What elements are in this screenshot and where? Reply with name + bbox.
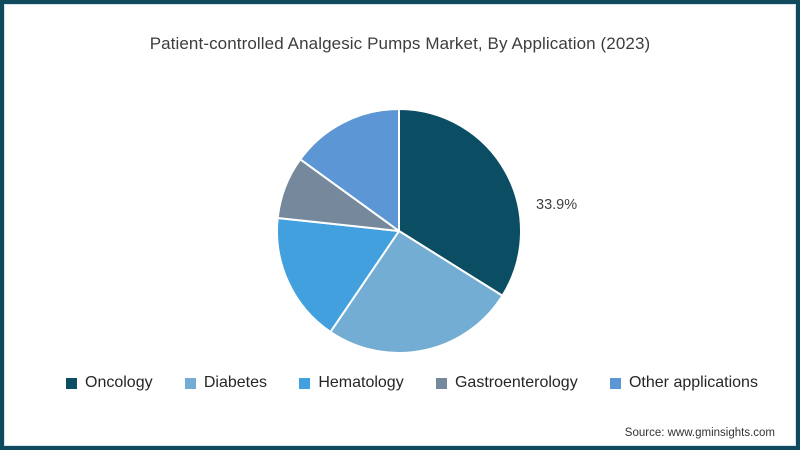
pie-slice-hematology: [276, 216, 400, 333]
legend-item-hematology: Hematology: [299, 374, 404, 392]
legend-label-diabetes: Diabetes: [203, 374, 268, 391]
pie-slice-diabetes: [329, 230, 504, 354]
legend-label-gastroenterology: Gastroenterology: [454, 374, 578, 391]
legend-item-oncology: Oncology: [66, 374, 153, 392]
legend-swatch-hematology: [299, 377, 311, 389]
legend-swatch-other-applications: [609, 377, 621, 389]
oncology-percentage-label: 33.9%: [536, 197, 578, 213]
legend-item-gastroenterology: Gastroenterology: [435, 374, 578, 392]
legend-item-other-applications: Other applications: [609, 374, 758, 392]
pie-slice-other-applications: [299, 108, 400, 232]
legend: Oncology Diabetes Hematology Gastroenterolo…: [66, 374, 758, 392]
legend-swatch-diabetes: [184, 377, 196, 389]
legend-swatch-oncology: [66, 377, 77, 389]
legend-swatch-gastroenterology: [435, 377, 447, 389]
chart-title: Patient-controlled Analgesic Pumps Marke…: [149, 34, 651, 53]
source-text: Source: www.gminsights.com: [624, 427, 775, 439]
legend-label-oncology: Oncology: [85, 374, 153, 391]
legend-item-diabetes: Diabetes: [184, 374, 268, 392]
legend-label-other-applications: Other applications: [628, 374, 758, 391]
legend-label-hematology: Hematology: [318, 374, 404, 391]
pie-chart: [276, 108, 522, 354]
